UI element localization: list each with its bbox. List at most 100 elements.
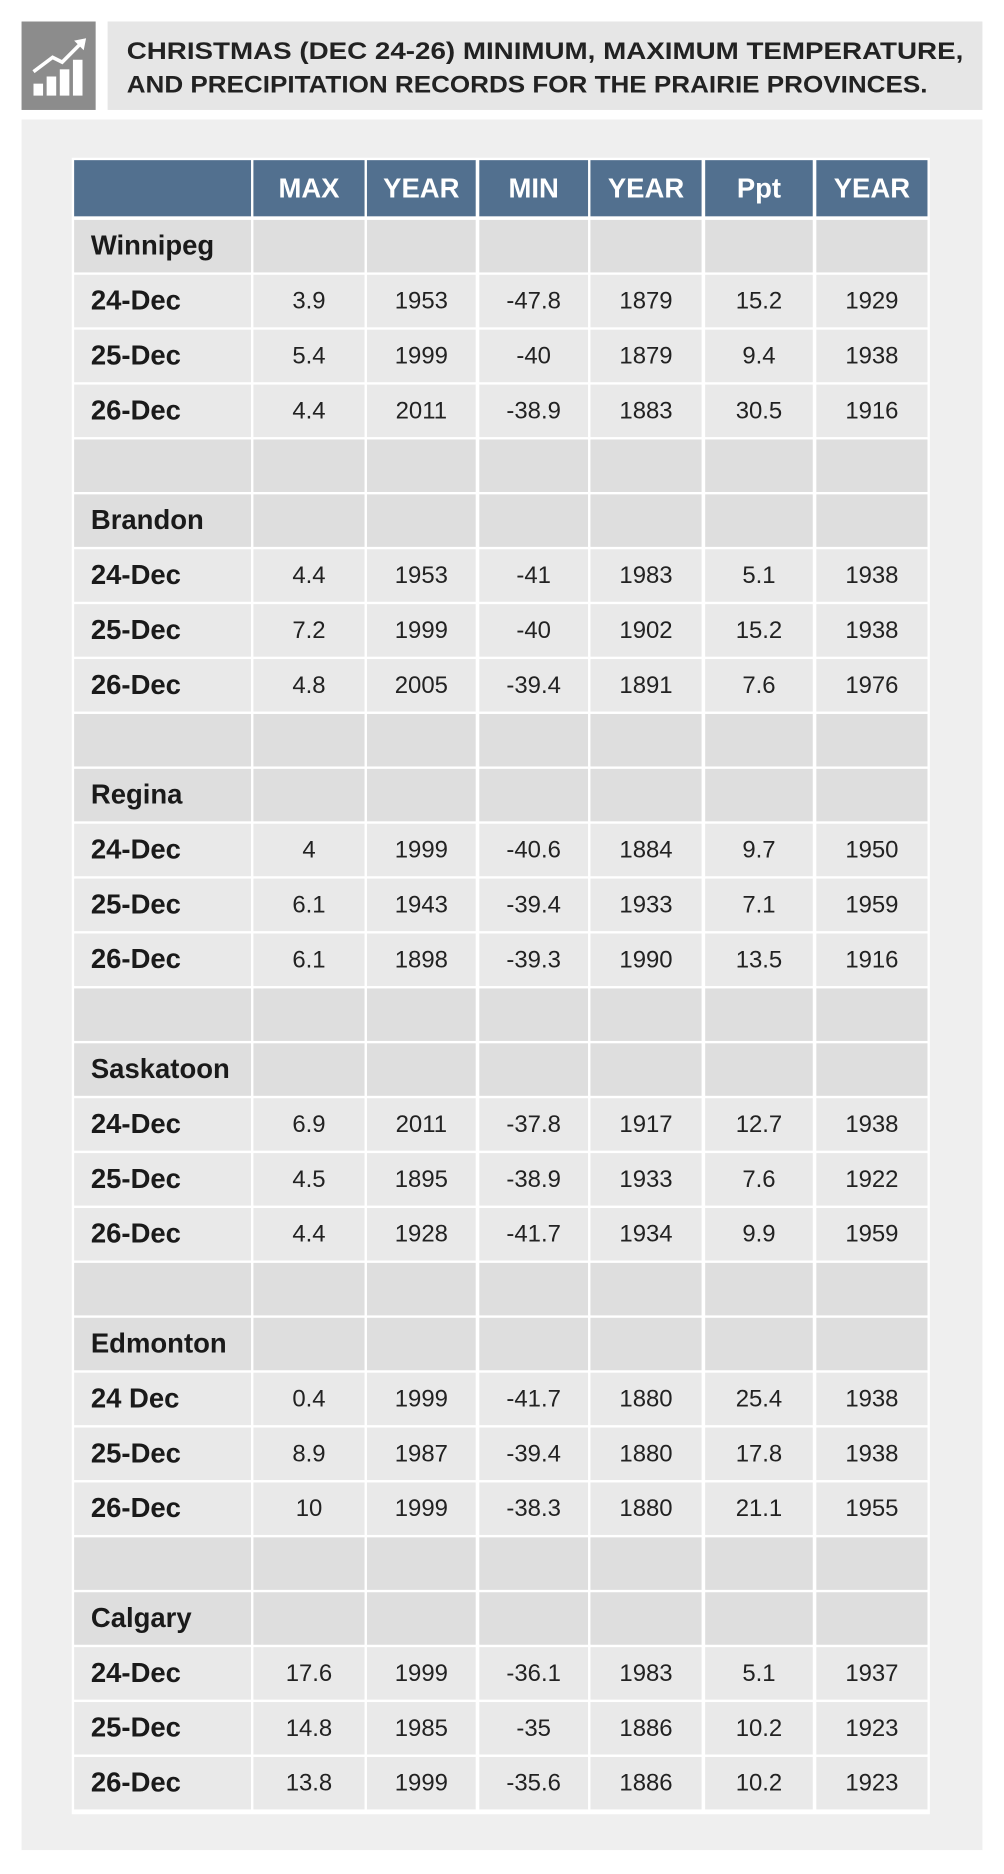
cell-value: 1959 (845, 1221, 898, 1248)
city-name: Calgary (91, 1602, 192, 1633)
cell (816, 933, 928, 987)
cell (816, 1647, 928, 1700)
cell (590, 713, 702, 767)
cell (816, 1372, 928, 1426)
cell (590, 1756, 702, 1810)
row-label: 26-Dec (91, 1492, 181, 1523)
cell (479, 1427, 589, 1481)
cell (479, 1756, 589, 1810)
cell (366, 1482, 476, 1535)
cell (253, 1537, 365, 1590)
cell (816, 1317, 928, 1371)
cell (816, 823, 928, 877)
cell (590, 768, 702, 822)
row-label: 24-Dec (91, 1108, 181, 1139)
cell (253, 1098, 365, 1151)
city-name: Winnipeg (91, 230, 214, 261)
cell (74, 768, 252, 822)
cell (366, 878, 476, 932)
cell-value: 21.1 (736, 1495, 783, 1522)
cell (366, 604, 476, 657)
row-label: 26-Dec (91, 943, 181, 974)
row-label: 25-Dec (91, 614, 181, 645)
cell (253, 933, 365, 987)
cell (366, 988, 476, 1041)
cell-value: 5.1 (742, 1660, 775, 1687)
cell-value: 0.4 (292, 1385, 325, 1412)
cell (590, 1043, 702, 1096)
cell-value: 1938 (845, 617, 898, 644)
cell (705, 1153, 813, 1206)
cell-value: 1933 (619, 891, 672, 918)
cell (705, 1372, 813, 1426)
cell (816, 768, 928, 822)
cell (590, 329, 702, 383)
cell (590, 1702, 702, 1755)
cell (705, 1482, 813, 1535)
cell-value: 1983 (619, 1660, 672, 1687)
cell (366, 494, 476, 547)
cell-value: 8.9 (292, 1440, 325, 1467)
cell (253, 1756, 365, 1810)
cell (74, 1647, 252, 1700)
cell-value: 4.5 (292, 1166, 325, 1193)
cell-value: -39.4 (506, 1440, 560, 1467)
cell (705, 1262, 813, 1316)
cell (816, 1537, 928, 1590)
cell-value: 1999 (395, 836, 448, 863)
cell (590, 1262, 702, 1316)
cell (74, 1537, 252, 1590)
cell (253, 384, 365, 438)
cell (253, 1482, 365, 1535)
cell (74, 1427, 252, 1481)
cell (253, 1043, 365, 1096)
cell-value: -41.7 (506, 1221, 560, 1248)
cell (705, 1756, 813, 1810)
cell (479, 659, 589, 712)
cell (479, 604, 589, 657)
cell-value: 1938 (845, 342, 898, 369)
city-name: Brandon (91, 504, 204, 535)
cell (253, 823, 365, 877)
cell (253, 274, 365, 328)
cell-value: 1943 (395, 891, 448, 918)
row-label: 24-Dec (91, 285, 181, 316)
cell (253, 713, 365, 767)
cell (816, 219, 928, 273)
cell-value: 10 (296, 1495, 323, 1522)
cell-value: 4 (302, 836, 315, 863)
cell (74, 713, 252, 767)
cell (74, 1043, 252, 1096)
cell (705, 1647, 813, 1700)
cell (479, 1372, 589, 1426)
cell (366, 1702, 476, 1755)
cell-value: 7.6 (742, 1166, 775, 1193)
cell (479, 768, 589, 822)
cell-value: 6.9 (292, 1111, 325, 1138)
cell-value: 10.2 (736, 1770, 783, 1797)
cell-value: 1999 (395, 1660, 448, 1687)
cell-value: 1999 (395, 342, 448, 369)
cell-value: 1976 (845, 672, 898, 699)
header-cell (590, 160, 702, 217)
cell (366, 1153, 476, 1206)
cell (366, 1427, 476, 1481)
cell-value: 1983 (619, 562, 672, 589)
cell (366, 1592, 476, 1645)
cell (479, 549, 589, 602)
city-name: Edmonton (91, 1327, 227, 1358)
cell (590, 384, 702, 438)
cell-value: 1883 (619, 397, 672, 424)
cell (479, 1537, 589, 1590)
cell-value: -38.9 (506, 1166, 560, 1193)
header-cell (366, 160, 476, 217)
header-cell (705, 160, 813, 217)
cell (74, 1098, 252, 1151)
cell-value: 4.4 (292, 1221, 325, 1248)
cell (590, 823, 702, 877)
cell-value: 7.2 (292, 617, 325, 644)
cell (366, 659, 476, 712)
cell (705, 329, 813, 383)
cell-value: 2005 (395, 672, 448, 699)
cell-value: 1938 (845, 562, 898, 589)
